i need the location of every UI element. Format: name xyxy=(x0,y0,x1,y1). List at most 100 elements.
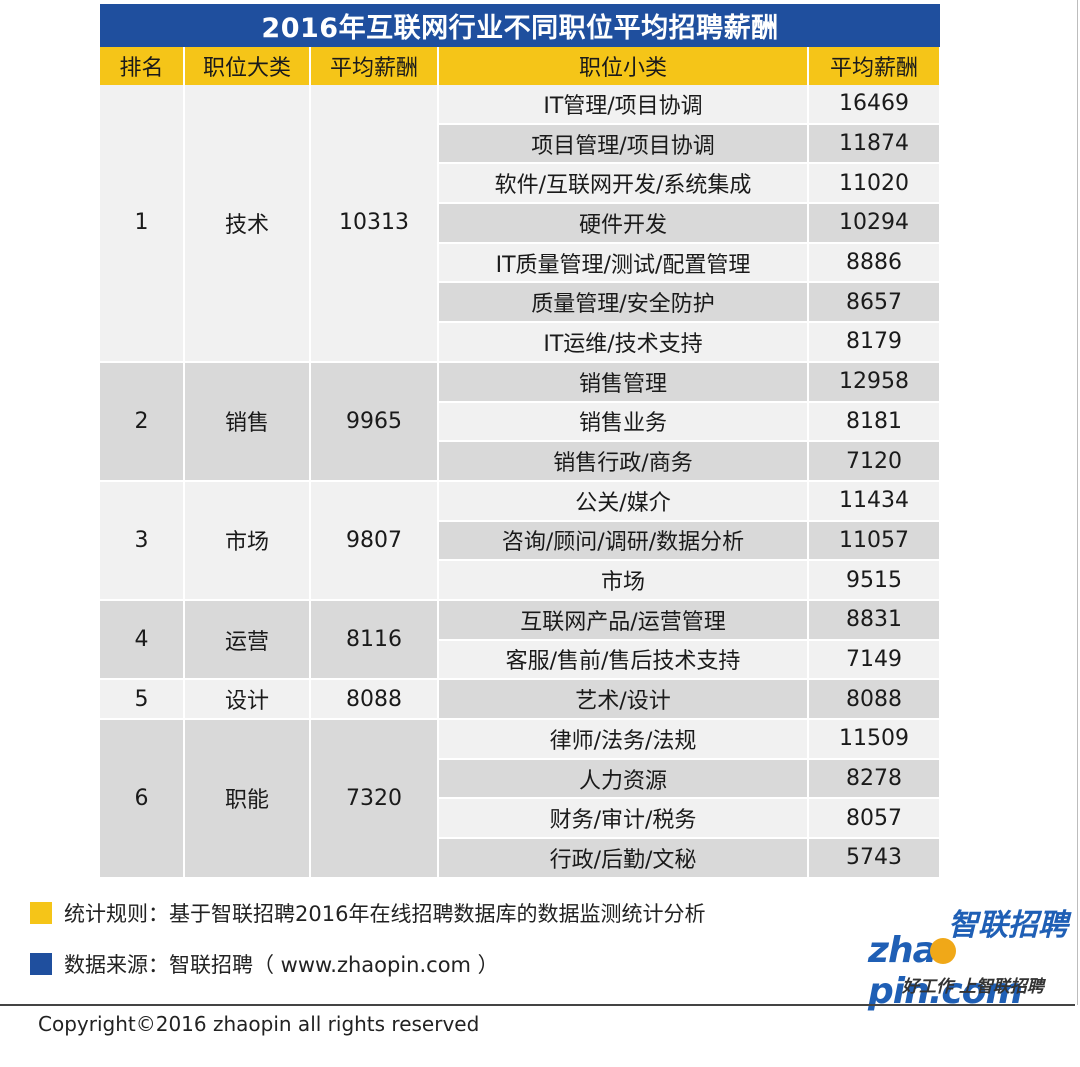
sub-salary-cell: 7149 xyxy=(808,639,941,681)
legend-source: 数据来源：智联招聘（ www.zhaopin.com ） xyxy=(30,949,499,979)
subcategory-cell: 律师/法务/法规 xyxy=(438,719,809,760)
subcategory-cell: 互联网产品/运营管理 xyxy=(438,599,809,641)
category-cell: 市场 xyxy=(184,480,311,601)
header-rank: 排名 xyxy=(100,47,185,85)
subcategory-cell: 项目管理/项目协调 xyxy=(438,123,809,165)
category-salary-cell: 8088 xyxy=(310,679,439,720)
table-title: 2016年互联网行业不同职位平均招聘薪酬 xyxy=(100,4,940,47)
rank-cell: 1 xyxy=(100,85,185,363)
category-cell: 职能 xyxy=(184,719,311,879)
sub-salary-cell: 16469 xyxy=(808,85,941,125)
subcategory-cell: IT质量管理/测试/配置管理 xyxy=(438,242,809,284)
table-row: 咨询/顾问/调研/数据分析 11057 xyxy=(100,520,941,562)
sub-salary-cell: 11020 xyxy=(808,163,941,205)
subcategory-cell: 销售业务 xyxy=(438,401,809,443)
header-category: 职位大类 xyxy=(184,47,311,85)
blue-square-icon xyxy=(30,953,52,975)
category-salary-cell: 7320 xyxy=(310,719,439,879)
zhaopin-logo: 智联招聘 zhapin.com 好工作 上智联招聘 xyxy=(868,900,1076,1012)
table-row: 客服/售前/售后技术支持 7149 xyxy=(100,639,941,681)
table-row: 6 职能 7320 律师/法务/法规 11509 xyxy=(100,719,941,879)
subcategory-cell: IT管理/项目协调 xyxy=(438,85,809,125)
subcategory-cell: 市场 xyxy=(438,560,809,601)
rank-cell: 2 xyxy=(100,361,185,482)
subcategory-cell: IT运维/技术支持 xyxy=(438,322,809,363)
subcategory-cell: 人力资源 xyxy=(438,758,809,800)
table-row: 5 设计 8088 艺术/设计 8088 xyxy=(100,679,941,720)
category-salary-cell: 8116 xyxy=(310,599,439,681)
table-row: 硬件开发 10294 xyxy=(100,203,941,244)
table-row: 市场 9515 xyxy=(100,560,941,601)
table-row: 项目管理/项目协调 11874 xyxy=(100,123,941,165)
legend-rule: 统计规则：基于智联招聘2016年在线招聘数据库的数据监测统计分析 xyxy=(30,898,705,928)
header-category-salary: 平均薪酬 xyxy=(310,47,439,85)
subcategory-cell: 艺术/设计 xyxy=(438,679,809,720)
category-salary-cell: 10313 xyxy=(310,85,439,363)
table-body: 1 技术 10313 IT管理/项目协调 16469 项目管理/项目协调 11874 软件/互… xyxy=(100,85,941,879)
subcategory-cell: 公关/媒介 xyxy=(438,480,809,522)
footer-divider xyxy=(0,1004,1075,1006)
subcategory-cell: 行政/后勤/文秘 xyxy=(438,838,809,879)
category-cell: 设计 xyxy=(184,679,311,720)
sub-salary-cell: 8181 xyxy=(808,401,941,443)
table-row: 4 运营 8116 互联网产品/运营管理 8831 xyxy=(100,599,941,681)
table-row: 销售业务 8181 xyxy=(100,401,941,443)
sub-salary-cell: 11509 xyxy=(808,719,941,760)
header-subcategory: 职位小类 xyxy=(438,47,809,85)
header-row: 排名 职位大类 平均薪酬 职位小类 平均薪酬 xyxy=(100,47,941,85)
sub-salary-cell: 8886 xyxy=(808,242,941,284)
sub-salary-cell: 8278 xyxy=(808,758,941,800)
logo-cn: 智联招聘 xyxy=(948,908,1068,943)
subcategory-cell: 客服/售前/售后技术支持 xyxy=(438,639,809,681)
rank-cell: 6 xyxy=(100,719,185,879)
subcategory-cell: 咨询/顾问/调研/数据分析 xyxy=(438,520,809,562)
yellow-square-icon xyxy=(30,902,52,924)
table-row: 软件/互联网开发/系统集成 11020 xyxy=(100,163,941,205)
table-row: 1 技术 10313 IT管理/项目协调 16469 xyxy=(100,85,941,363)
sub-salary-cell: 11057 xyxy=(808,520,941,562)
rank-cell: 3 xyxy=(100,480,185,601)
sub-salary-cell: 9515 xyxy=(808,560,941,601)
table-row: 财务/审计/税务 8057 xyxy=(100,798,941,840)
rank-cell: 5 xyxy=(100,679,185,720)
subcategory-cell: 硬件开发 xyxy=(438,203,809,244)
copyright: Copyright©2016 zhaopin all rights reserv… xyxy=(38,1012,480,1036)
logo-dot-icon xyxy=(930,938,956,964)
sub-salary-cell: 8831 xyxy=(808,599,941,641)
table-row: IT质量管理/测试/配置管理 8886 xyxy=(100,242,941,284)
rank-cell: 4 xyxy=(100,599,185,681)
subcategory-cell: 销售行政/商务 xyxy=(438,441,809,482)
sub-salary-cell: 8088 xyxy=(808,679,941,720)
category-cell: 技术 xyxy=(184,85,311,363)
category-salary-cell: 9965 xyxy=(310,361,439,482)
subcategory-cell: 质量管理/安全防护 xyxy=(438,282,809,324)
header-sub-salary: 平均薪酬 xyxy=(808,47,941,85)
table-row: 质量管理/安全防护 8657 xyxy=(100,282,941,324)
sub-salary-cell: 8057 xyxy=(808,798,941,840)
rule-text: 统计规则：基于智联招聘2016年在线招聘数据库的数据监测统计分析 xyxy=(64,902,706,926)
sub-salary-cell: 8657 xyxy=(808,282,941,324)
subcategory-cell: 财务/审计/税务 xyxy=(438,798,809,840)
salary-table: 排名 职位大类 平均薪酬 职位小类 平均薪酬 1 技术 10313 IT管理/项目协调… xyxy=(100,47,941,879)
sub-salary-cell: 7120 xyxy=(808,441,941,482)
sub-salary-cell: 5743 xyxy=(808,838,941,879)
sub-salary-cell: 12958 xyxy=(808,361,941,403)
sub-salary-cell: 11874 xyxy=(808,123,941,165)
sub-salary-cell: 11434 xyxy=(808,480,941,522)
table-row: IT运维/技术支持 8179 xyxy=(100,322,941,363)
table-row: 行政/后勤/文秘 5743 xyxy=(100,838,941,879)
logo-en: zhapin.com xyxy=(868,930,1023,1012)
sub-salary-cell: 10294 xyxy=(808,203,941,244)
table-row: 3 市场 9807 公关/媒介 11434 xyxy=(100,480,941,601)
subcategory-cell: 软件/互联网开发/系统集成 xyxy=(438,163,809,205)
sub-salary-cell: 8179 xyxy=(808,322,941,363)
right-border xyxy=(1077,0,1078,1005)
logo-slogan: 好工作 上智联招聘 xyxy=(902,977,1044,997)
category-salary-cell: 9807 xyxy=(310,480,439,601)
table-row: 2 销售 9965 销售管理 12958 xyxy=(100,361,941,482)
table-row: 销售行政/商务 7120 xyxy=(100,441,941,482)
table-row: 人力资源 8278 xyxy=(100,758,941,800)
category-cell: 运营 xyxy=(184,599,311,681)
category-cell: 销售 xyxy=(184,361,311,482)
